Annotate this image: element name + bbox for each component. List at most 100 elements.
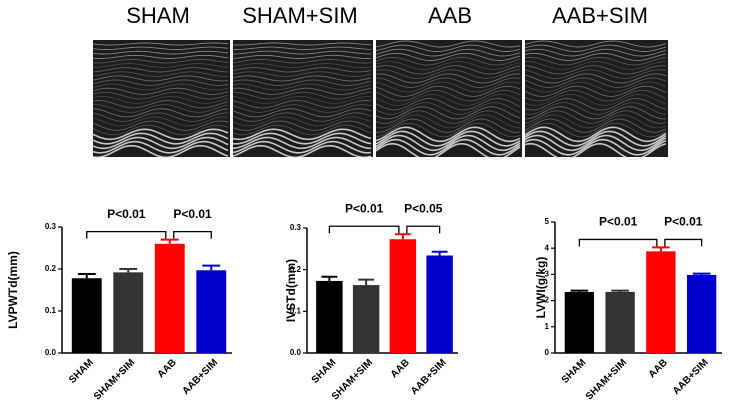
x-tick-label: SHAM+SIM	[92, 357, 137, 402]
echo-trace	[524, 81, 667, 93]
echo-trace	[232, 42, 372, 46]
echo-trace	[232, 50, 372, 55]
echo-trace	[375, 134, 521, 152]
echo-trace	[232, 63, 372, 68]
bar	[426, 255, 453, 353]
echo-trace	[92, 108, 229, 118]
echo-trace	[92, 75, 229, 82]
echo-trace	[524, 77, 667, 88]
echo-trace	[524, 138, 667, 156]
significance-label: P<0.01	[107, 207, 146, 221]
bar	[352, 285, 380, 353]
echo-trace	[375, 81, 521, 93]
echo-trace	[375, 126, 521, 143]
echo-trace	[524, 93, 667, 106]
echo-trace	[92, 95, 229, 104]
echo-trace	[375, 110, 521, 124]
y-axis-label: LVPWTd(mm)	[6, 251, 20, 329]
significance-label: P<0.01	[173, 207, 212, 221]
significance-bracket	[578, 238, 658, 247]
echo-trace	[375, 73, 521, 84]
y-tick-label: 0.2	[45, 264, 57, 273]
significance-label: P<0.01	[664, 215, 703, 229]
echo-trace	[375, 130, 521, 147]
echo-trace	[524, 118, 667, 133]
echo-trace	[375, 122, 521, 138]
echo-trace	[232, 104, 372, 113]
echo-trace	[92, 58, 229, 64]
y-tick-label: 3	[545, 270, 550, 279]
bar	[196, 270, 227, 353]
echo-trace	[524, 40, 667, 48]
significance-bracket	[406, 225, 441, 234]
echo-trace	[92, 104, 229, 113]
y-axis-label: LVWI(g/kg)	[534, 257, 548, 319]
echo-trace	[232, 87, 372, 95]
echo-trace	[232, 79, 372, 86]
echo-trace	[524, 61, 667, 70]
echo-trace	[375, 61, 521, 70]
echo-trace	[375, 143, 521, 161]
echo-trace	[375, 89, 521, 102]
echo-trace	[524, 122, 667, 138]
echo-trace	[524, 114, 667, 129]
echo-trace	[92, 140, 229, 154]
echo-image	[375, 40, 522, 161]
echo-trace	[524, 48, 667, 57]
echo-trace	[375, 40, 521, 48]
bar	[389, 239, 417, 353]
echo-trace	[92, 116, 229, 127]
echo-trace	[524, 52, 667, 61]
echo-trace	[92, 124, 229, 136]
image-label: AAB	[428, 3, 472, 28]
y-tick-label: 0.0	[45, 348, 57, 357]
bar	[316, 280, 343, 353]
echo-trace	[232, 140, 372, 154]
echo-trace	[232, 100, 372, 109]
significance-label: P<0.01	[345, 201, 384, 215]
x-tick-label: AAB+SIM	[409, 357, 449, 397]
echo-trace	[232, 67, 372, 73]
echo-trace	[232, 75, 372, 82]
x-tick-label: SHAM	[67, 357, 96, 386]
x-tick-label: SHAM	[310, 357, 339, 386]
echo-trace	[375, 138, 521, 156]
echo-trace	[375, 93, 521, 106]
echo-trace	[524, 106, 667, 120]
y-axis-label: IVSTd(mm)	[284, 259, 298, 322]
echo-trace	[92, 144, 229, 159]
echo-trace	[232, 144, 372, 159]
echo-trace	[92, 54, 229, 59]
echo-trace	[232, 116, 372, 127]
x-tick-label: AAB+SIM	[180, 357, 220, 397]
y-tick-label: 0.0	[290, 348, 302, 357]
echo-image	[232, 40, 373, 159]
echo-trace	[524, 85, 667, 97]
y-tick-label: 0.1	[290, 306, 302, 315]
echo-trace	[232, 71, 372, 77]
echo-trace	[524, 98, 667, 111]
echo-image	[92, 40, 230, 159]
echo-trace	[233, 91, 372, 100]
significance-bracket	[86, 230, 167, 239]
y-tick-label: 0.3	[45, 222, 57, 231]
bar	[605, 291, 635, 353]
echo-trace	[232, 128, 372, 141]
echo-trace	[92, 67, 229, 73]
echo-trace	[375, 65, 521, 75]
echo-trace	[232, 112, 372, 122]
y-tick-label: 0.2	[290, 265, 302, 274]
echo-trace	[375, 57, 521, 66]
x-tick-label: SHAM	[560, 357, 589, 386]
echo-trace	[232, 54, 372, 59]
image-label: SHAM	[126, 3, 190, 28]
echo-trace	[375, 85, 521, 97]
bar	[154, 243, 185, 353]
echo-trace	[524, 73, 667, 84]
echo-trace	[524, 134, 667, 152]
echo-trace	[376, 118, 521, 133]
echo-trace	[232, 108, 372, 118]
y-tick-label: 1	[545, 322, 550, 331]
echo-trace	[232, 95, 371, 104]
